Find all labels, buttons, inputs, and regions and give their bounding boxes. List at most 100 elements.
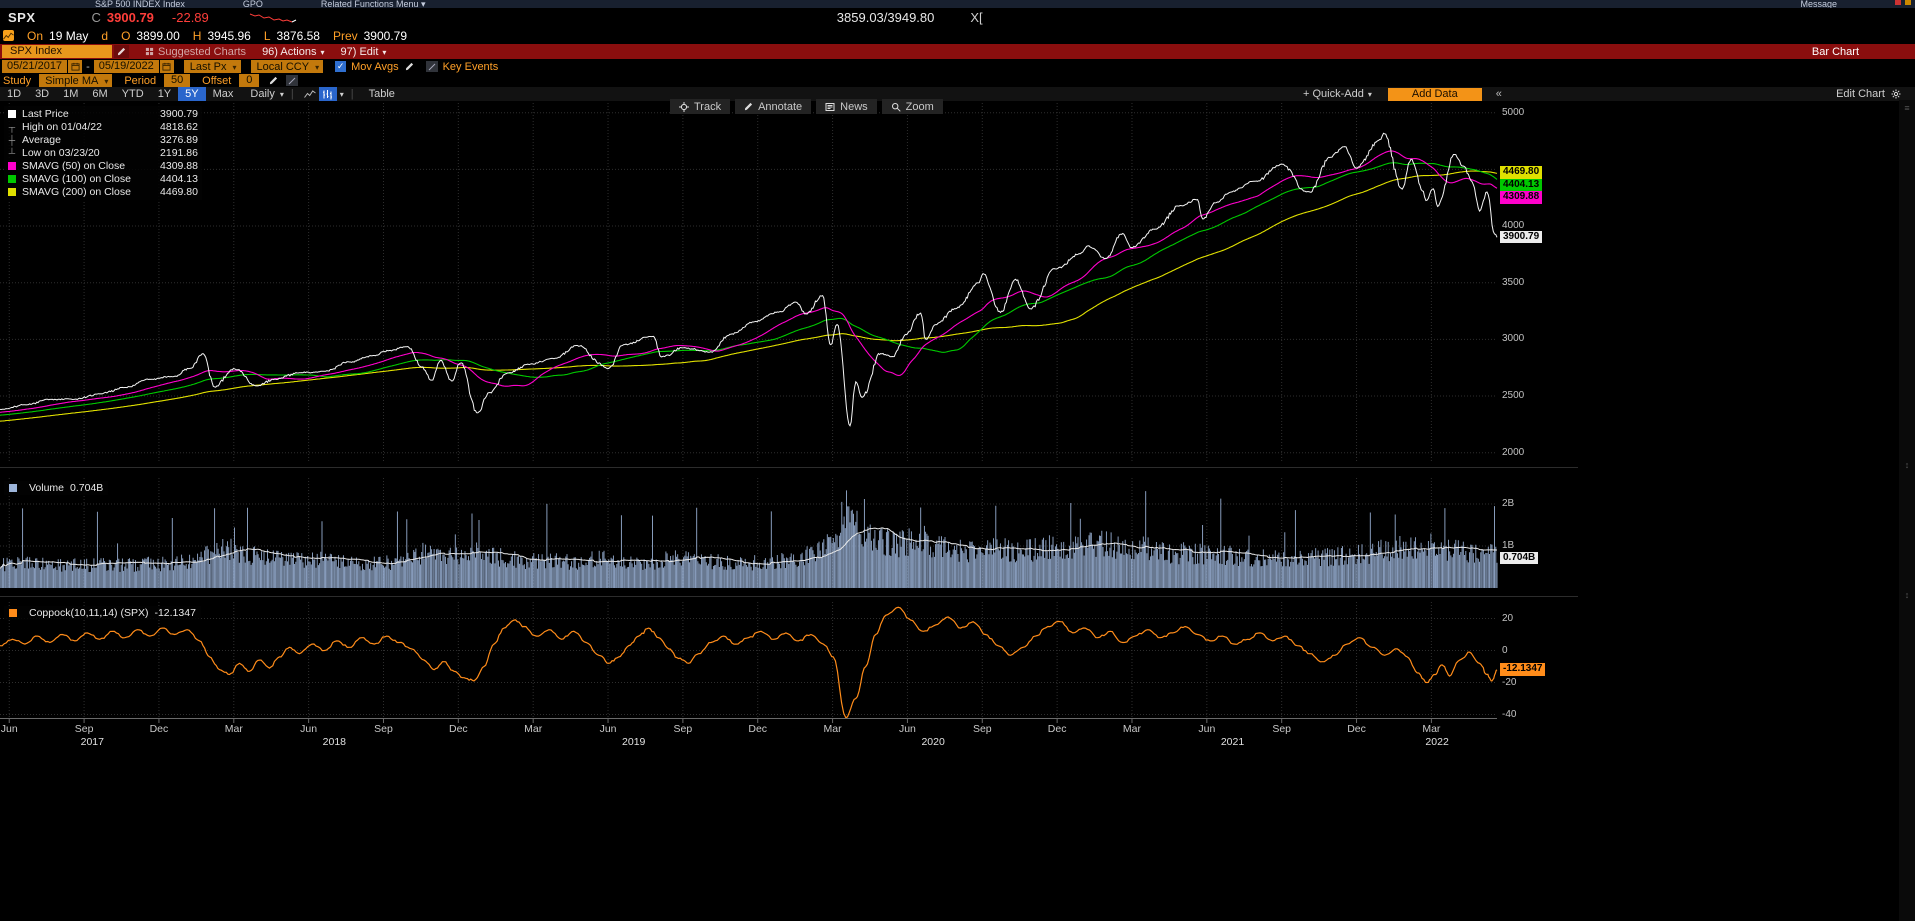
system-menu-message[interactable]: Message (1800, 0, 1837, 8)
price-change-value: -22.89 (171, 10, 209, 25)
suggested-charts-label: Suggested Charts (158, 45, 247, 58)
frequency-dropdown[interactable]: Daily ▾ (250, 88, 283, 100)
bid-ask-range: 3859.03/3949.80 (836, 10, 935, 25)
legend-row-3[interactable]: ┴ Low on 03/23/20 2191.86 (8, 146, 198, 159)
quote-suffix-label: X[ (970, 10, 983, 25)
suggested-charts-menu[interactable]: Suggested Charts (145, 46, 246, 58)
legend-row-6[interactable]: SMAVG (200) on Close 4469.80 (8, 185, 198, 198)
price-axis-label: 2500 (1502, 390, 1525, 402)
chart-annotate-button[interactable]: Annotate (735, 99, 812, 114)
month-tick-label: Sep (374, 723, 393, 735)
volume-legend[interactable]: Volume 0.704B (4, 481, 109, 495)
system-menu-bar: S&P 500 INDEX Index GPO Related Function… (0, 0, 1915, 8)
chart-settings-row-2: Study Simple MA ▾ Period 50 Offset 0 (0, 74, 1915, 87)
caret-down-icon: ▾ (232, 62, 237, 72)
caret-down-icon[interactable]: ▾ (339, 90, 344, 99)
price-axis-badge: 3900.79 (1500, 230, 1543, 244)
edit-chart-button[interactable]: Edit Chart (1836, 87, 1901, 101)
chart-zoom-button[interactable]: Zoom (881, 99, 943, 114)
study-dropdown[interactable]: Simple MA ▾ (39, 74, 113, 87)
legend-row-1[interactable]: ┬ High on 01/04/22 4818.62 (8, 120, 198, 133)
calendar-icon[interactable] (68, 60, 83, 73)
prev-value: 3900.79 (363, 28, 408, 43)
mov-avgs-checkbox[interactable]: ✓ (335, 61, 347, 72)
month-tick-label: Mar (224, 723, 243, 735)
caret-down-icon: ▾ (104, 76, 109, 86)
add-data-button[interactable]: Add Data (1387, 87, 1482, 101)
caret-down-icon: ▾ (382, 47, 387, 57)
legend-row-4[interactable]: SMAVG (50) on Close 4309.88 (8, 159, 198, 172)
chart-legend[interactable]: Last Price 3900.79 ┬ High on 01/04/22 4818.6… (4, 106, 202, 200)
legend-row-2[interactable]: ┼ Average 3276.89 (8, 133, 198, 146)
intraday-chart-icon[interactable] (3, 30, 14, 41)
key-events-label[interactable]: Key Events (442, 60, 499, 73)
calendar-icon[interactable] (159, 60, 174, 73)
month-tick-label: Dec (1347, 723, 1366, 735)
range-tab-1y[interactable]: 1Y (157, 88, 172, 100)
range-tab-ytd[interactable]: YTD (121, 88, 144, 100)
offset-input[interactable]: 0 (239, 74, 260, 87)
month-tick-label: Mar (823, 723, 842, 735)
low-value: 3876.58 (276, 28, 320, 43)
chart-track-button[interactable]: Track (670, 99, 731, 114)
period-input[interactable]: 50 (164, 74, 191, 87)
system-menu-gpo[interactable]: GPO (242, 0, 263, 8)
date-from-field[interactable]: 05/21/2017 (2, 60, 68, 73)
legend-swatch (8, 109, 16, 118)
mov-avgs-label[interactable]: Mov Avgs (351, 60, 399, 73)
panel-handle-icon[interactable]: ≡ (1904, 103, 1910, 113)
system-menu-related-functions[interactable]: Related Functions Menu ▾ (320, 0, 426, 8)
edit-menu[interactable]: 97) Edit ▾ (341, 46, 387, 58)
ticker-input[interactable]: SPX Index (2, 45, 112, 58)
toolbar-separator: | (290, 88, 294, 100)
legend-row-0[interactable]: Last Price 3900.79 (8, 107, 198, 120)
range-tab-5y[interactable]: 5Y (178, 87, 206, 101)
range-tab-1m[interactable]: 1M (63, 88, 79, 100)
last-price-value: 3900.79 (106, 10, 154, 25)
system-title[interactable]: S&P 500 INDEX Index (95, 0, 185, 8)
month-tick-label: Sep (673, 723, 693, 735)
mov-avgs-edit-icon[interactable] (405, 62, 414, 71)
legend-row-5[interactable]: SMAVG (100) on Close 4404.13 (8, 172, 198, 185)
range-tab-max[interactable]: Max (212, 88, 234, 100)
line-chart-type-icon[interactable] (301, 87, 319, 101)
crosshair-icon (679, 101, 689, 112)
coppock-legend[interactable]: Coppock(10,11,14) (SPX) -12.1347 (4, 606, 201, 620)
table-button[interactable]: Table (368, 88, 395, 100)
caret-down-icon: ▾ (315, 62, 320, 72)
range-tab-3d[interactable]: 3D (35, 88, 50, 100)
panel-resize-icon[interactable]: ↕ (1904, 460, 1910, 470)
gear-icon (1891, 89, 1901, 99)
range-tab-6m[interactable]: 6M (92, 88, 108, 100)
bar-chart-type-icon[interactable] (318, 87, 337, 101)
study-remove-icon[interactable] (286, 75, 299, 86)
month-tick-label: Mar (1422, 723, 1441, 735)
legend-marker-icon: ┼ (8, 134, 16, 145)
study-edit-icon[interactable] (269, 76, 278, 85)
chart-news-button[interactable]: News (816, 99, 877, 114)
legend-value: 3276.89 (160, 133, 198, 146)
volume-axis-badge: 0.704B (1500, 551, 1539, 565)
actions-menu[interactable]: 96) Actions ▾ (262, 46, 324, 58)
currency-dropdown[interactable]: Local CCY ▾ (250, 60, 324, 73)
toolbar-separator: | (350, 88, 354, 100)
month-tick-label: Dec (149, 723, 169, 735)
panel-resize-icon[interactable]: ↕ (1904, 590, 1910, 600)
price-source-dropdown[interactable]: Last Px ▾ (183, 60, 241, 73)
ohlc-bar: On 19 May d O 3899.00 H 3945.96 L 3876.5… (0, 27, 1915, 44)
overlay-button-label: Track (694, 100, 722, 113)
month-tick-label: Dec (1047, 723, 1067, 735)
date-to-field[interactable]: 05/19/2022 (93, 60, 159, 73)
year-tick-label: 2021 (1220, 736, 1245, 748)
ticker-edit-icon[interactable] (114, 45, 129, 58)
frequency-value: Daily (250, 88, 275, 100)
legend-marker-icon: ┴ (8, 147, 16, 158)
quick-add-button[interactable]: + Quick-Add (1303, 88, 1364, 100)
range-tab-1d[interactable]: 1D (7, 88, 22, 100)
year-tick-label: 2018 (322, 736, 347, 748)
chart-overlay-toolbar: Track Annotate News Zoom (670, 99, 943, 114)
panel-edge-strip[interactable]: ≡ ↕ ↕ (1899, 100, 1915, 921)
key-events-icon[interactable] (425, 61, 438, 72)
collapse-panel-button[interactable]: « (1495, 88, 1502, 100)
